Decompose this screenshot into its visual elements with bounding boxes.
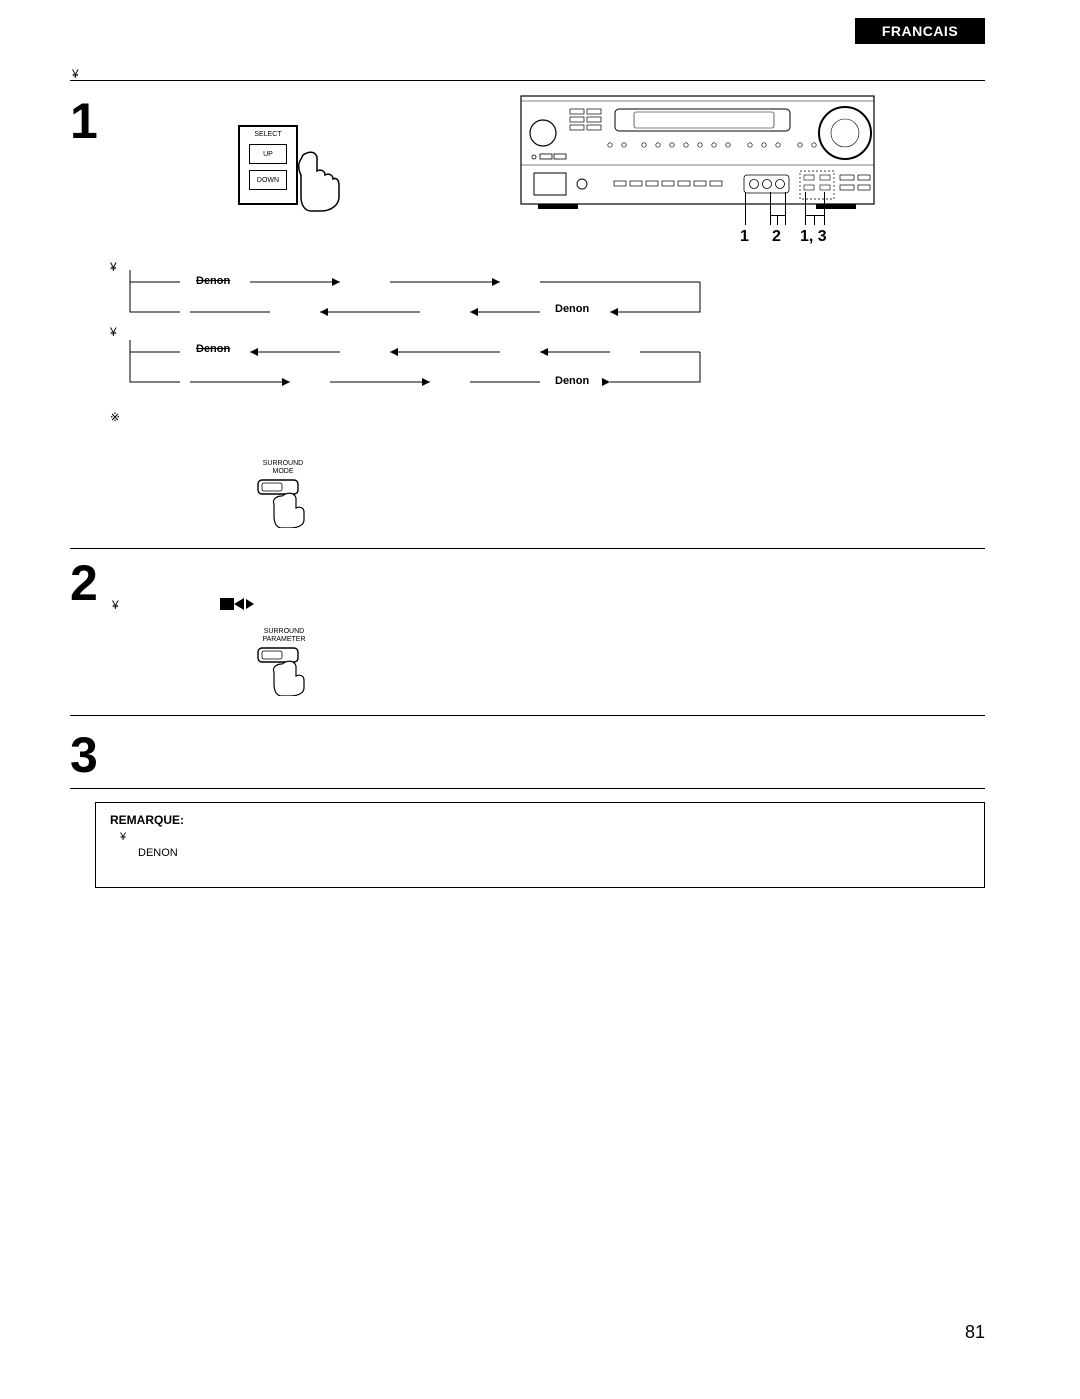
callout-3: 1, 3 [800,228,827,246]
callout-drop-2 [777,215,778,225]
callout-1: 1 [740,228,749,246]
surround-mode-label: SURROUND MODE [253,460,313,475]
page-number: 81 [965,1322,985,1343]
rule-mid3 [70,788,985,789]
step2-marker: ¥ [112,598,119,612]
select-label: SELECT [240,131,296,138]
remark-box: REMARQUE: ¥ DENON [95,802,985,888]
callout-line-3a [805,192,806,225]
flow-up-marker: ¥ [110,260,117,274]
surround-parameter-label: SURROUND PARAMETER [251,628,317,643]
step-number-3: 3 [70,730,98,780]
flow-arrows-up [120,270,720,330]
rule-top [70,80,985,81]
select-up-button[interactable]: UP [249,144,287,164]
callout-line-2a [770,192,771,225]
cinema-eq-icon [220,594,254,614]
callout-line-1 [745,192,746,225]
surround-parameter-button[interactable] [254,646,314,696]
flow-note-marker: ※ [110,410,120,424]
select-down-button[interactable]: DOWN [249,170,287,190]
step-number-2: 2 [70,558,98,608]
receiver-diagram [520,95,875,210]
callout-drop-3 [814,215,815,225]
intro-marker: ¥ [72,67,79,81]
remark-title: REMARQUE: [110,813,970,827]
language-tab: FRANCAIS [855,18,985,44]
callout-line-3b [824,192,825,225]
surround-mode-button[interactable] [254,478,314,528]
callout-2: 2 [772,228,781,246]
hand-icon [295,145,345,215]
flow-arrows-down [120,340,720,400]
remark-denon: DENON [138,847,970,859]
step-number-1: 1 [70,96,98,146]
rule-mid1 [70,548,985,549]
remark-marker: ¥ [120,831,126,843]
select-panel: SELECT UP DOWN [238,125,298,205]
flow-down-marker: ¥ [110,325,117,339]
rule-mid2 [70,715,985,716]
callout-line-2b [785,192,786,225]
